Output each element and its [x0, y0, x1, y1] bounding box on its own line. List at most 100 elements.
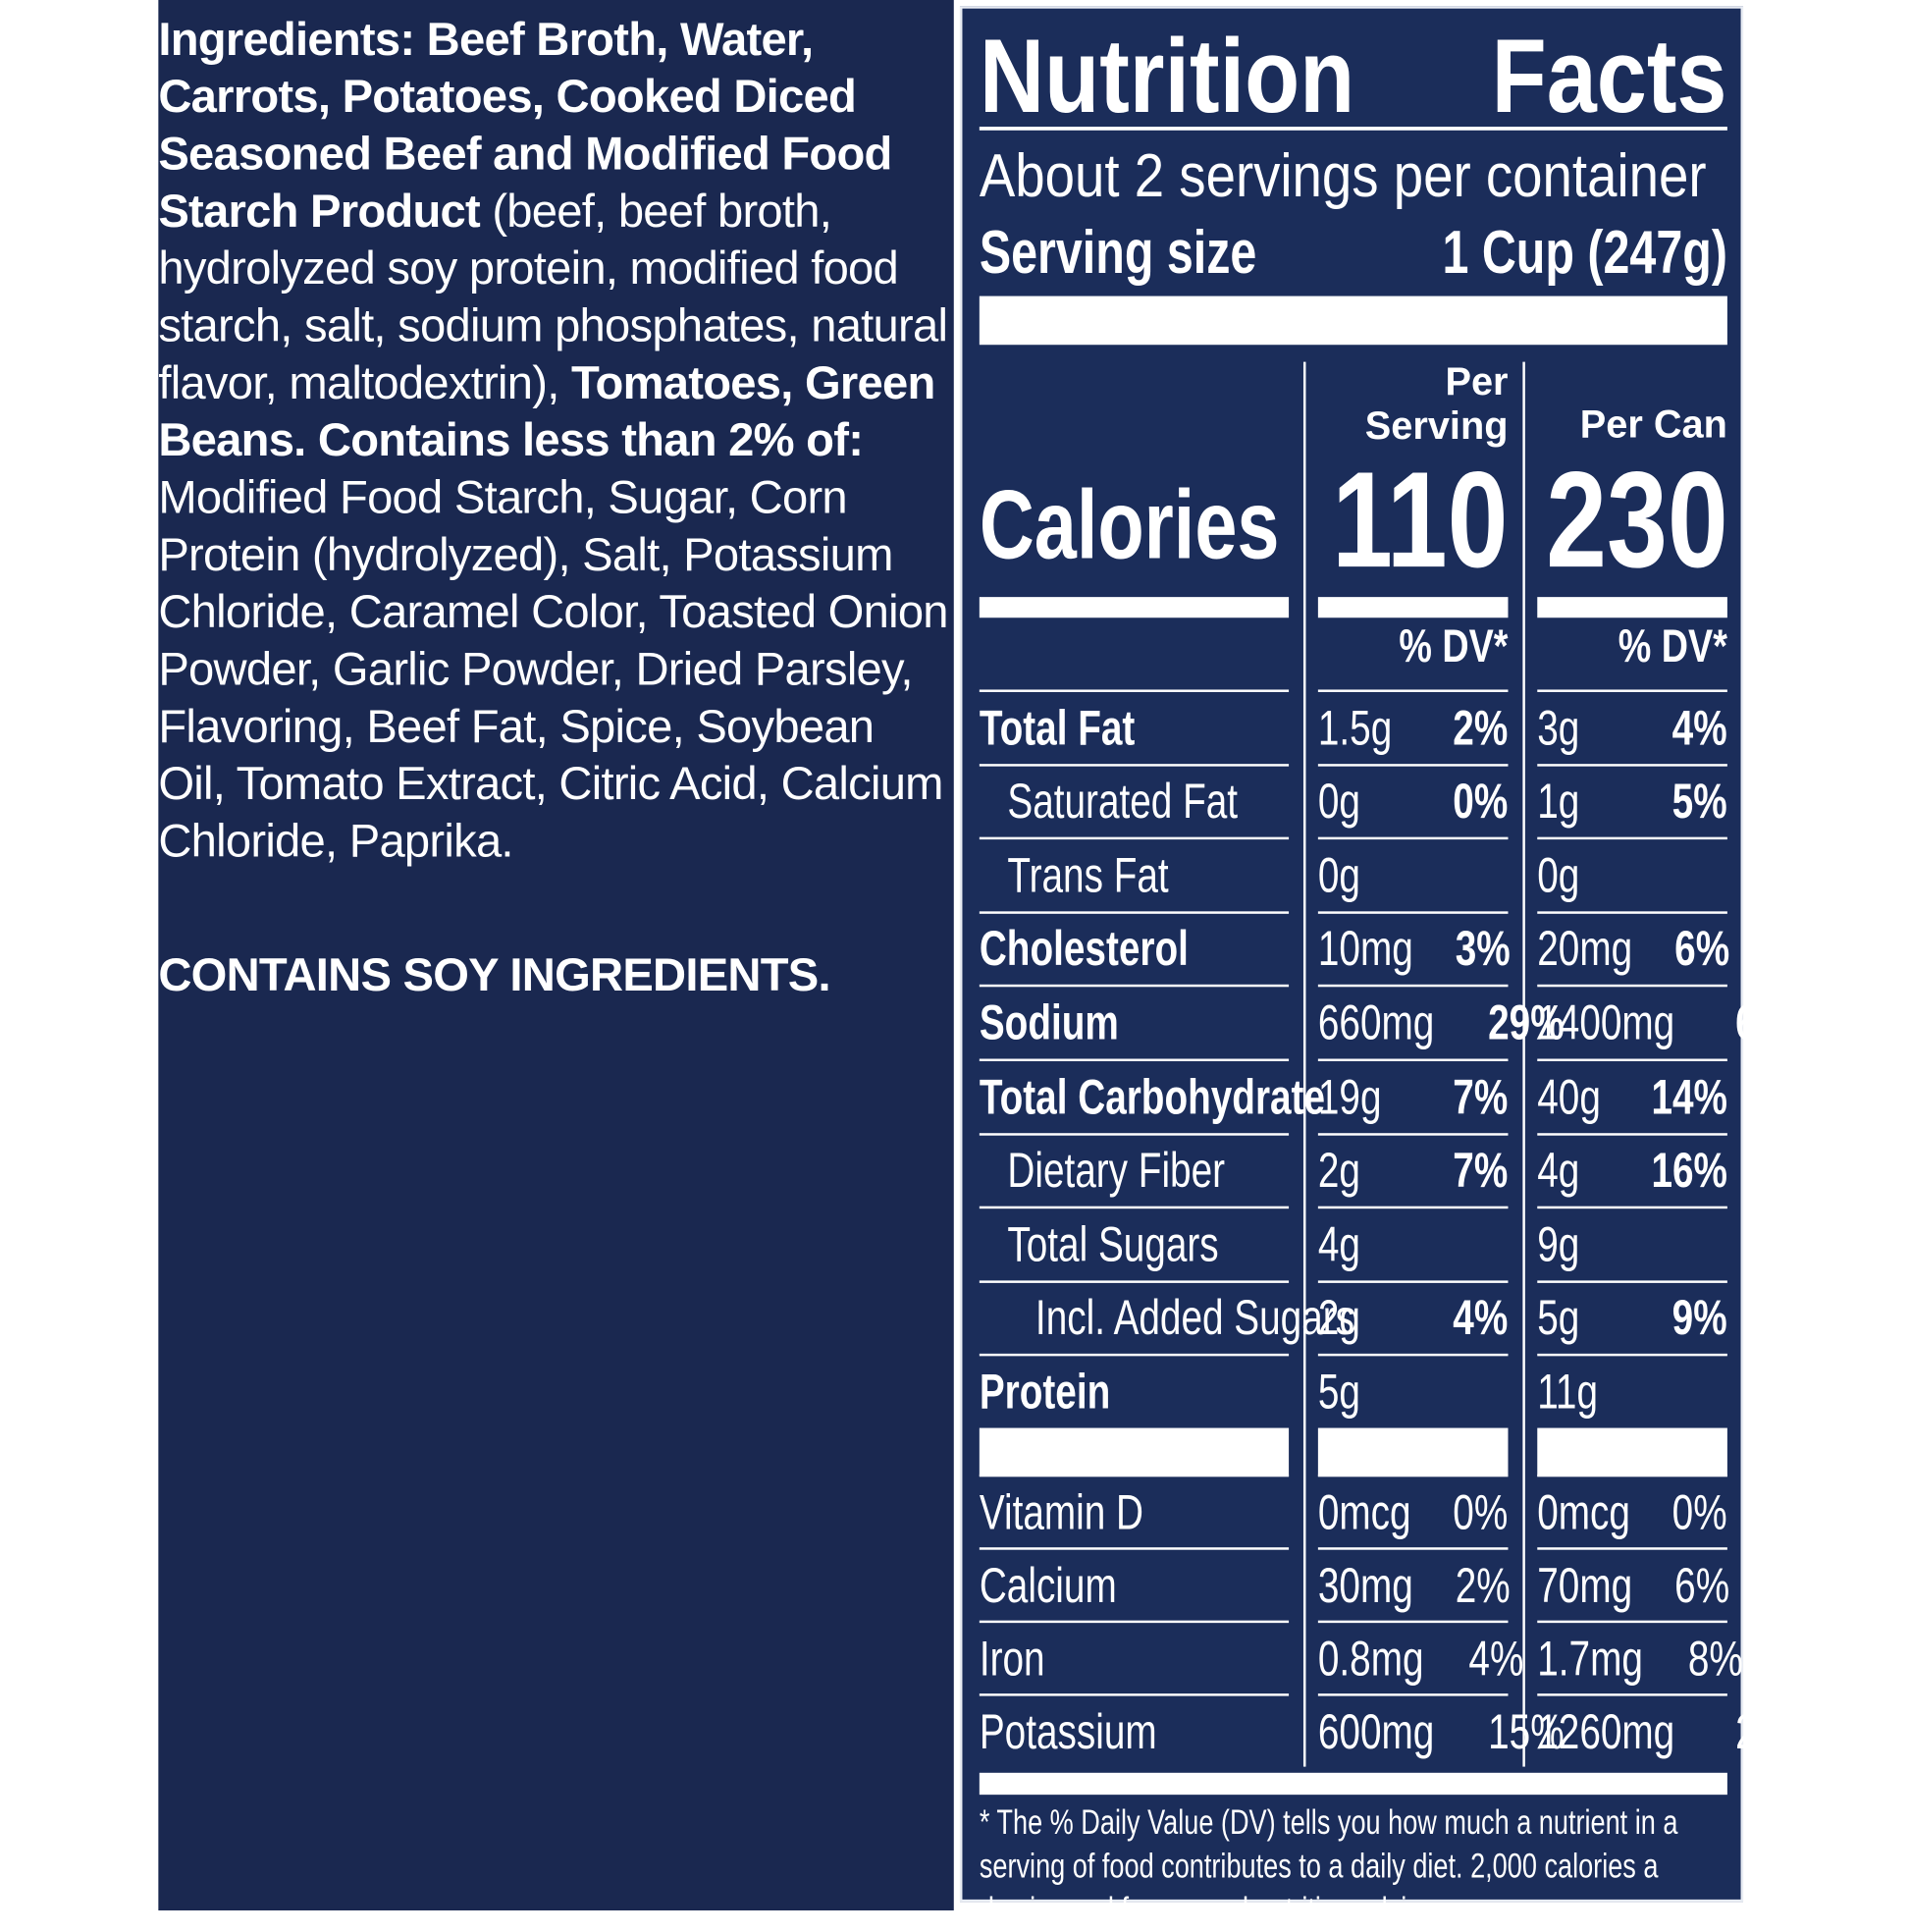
nutrient-name: Calcium	[980, 1550, 1289, 1623]
amount: 30mg	[1317, 1558, 1413, 1613]
rule	[979, 1772, 1727, 1796]
nutrient-label: Total Carbohydrate	[979, 1070, 1325, 1124]
rule	[1537, 1058, 1727, 1061]
amount: 2g	[1317, 1291, 1360, 1346]
nutrient-label: Incl. Added Sugars	[1035, 1291, 1354, 1346]
rule	[1537, 689, 1727, 692]
nutrient-name: Incl. Added Sugars	[1035, 1283, 1354, 1356]
amount: 9g	[1537, 1217, 1580, 1272]
daily-value: 61%	[1734, 996, 1812, 1050]
nutrient-cell: 4g	[1318, 1208, 1509, 1281]
rule	[979, 1280, 1290, 1283]
daily-value: 0%	[1453, 775, 1509, 830]
amount: 0mcg	[1317, 1485, 1411, 1540]
rule	[1317, 1693, 1509, 1696]
nutrient-cell: 1400mg 61%	[1537, 988, 1811, 1060]
rule	[1317, 1620, 1509, 1624]
rule	[1537, 985, 1727, 988]
rule	[979, 1693, 1290, 1696]
amount: 600mg	[1317, 1704, 1435, 1759]
rule	[1317, 985, 1509, 988]
nutrient-cell: 20mg 6%	[1537, 914, 1729, 987]
amount: 1.5g	[1317, 701, 1393, 755]
column-divider	[1522, 361, 1525, 1767]
ingredient-segment: Tomatoes, Green Beans. Contains less tha…	[158, 357, 935, 467]
nutrient-cell: 0mcg 0%	[1318, 1476, 1509, 1549]
nutrient-cell: 1g 5%	[1537, 766, 1727, 838]
nutrient-name: Cholesterol	[980, 914, 1289, 987]
daily-value: 14%	[1651, 1070, 1727, 1124]
rule	[979, 1354, 1290, 1357]
rule	[979, 1058, 1290, 1061]
nutrient-label: Cholesterol	[979, 922, 1189, 977]
nutrient-cell: 1260mg 25%	[1537, 1696, 1811, 1769]
daily-value: 3%	[1455, 922, 1511, 977]
rule	[1537, 1206, 1727, 1209]
calories-value: 110	[1332, 443, 1509, 596]
rule	[1317, 1206, 1509, 1209]
nutrient-label: Potassium	[979, 1704, 1157, 1759]
amount: 2g	[1317, 1144, 1360, 1199]
ingredients-panel	[158, 0, 954, 1911]
nutrient-cell: 1.5g 2%	[1318, 692, 1509, 765]
rule	[979, 1620, 1290, 1624]
nutrient-cell: 9g	[1537, 1208, 1727, 1281]
amount: 0g	[1317, 848, 1360, 903]
amount: 20mg	[1537, 922, 1633, 977]
amount: 0g	[1317, 775, 1360, 830]
rule	[1317, 1132, 1509, 1136]
nutrient-label: Sodium	[979, 996, 1119, 1050]
rule	[1537, 597, 1727, 618]
rule	[979, 1132, 1290, 1136]
nutrient-label: Total Fat	[979, 701, 1136, 755]
amount: 1.7mg	[1537, 1632, 1643, 1687]
nutrient-label: Iron	[979, 1632, 1045, 1687]
ingredient-segment: Modified Food Starch, Sugar, Corn Protei…	[158, 472, 948, 868]
daily-value: 8%	[1688, 1632, 1743, 1687]
nutrient-name: Vitamin D	[980, 1476, 1289, 1549]
title-word: Facts	[1492, 18, 1727, 135]
rule	[979, 127, 1727, 131]
rule	[979, 1474, 1290, 1477]
ingredient-segment: (beef, beef broth, hydrolyzed soy protei…	[158, 186, 948, 410]
rule	[1537, 1474, 1727, 1477]
servings: About 2 servings per container	[979, 140, 1707, 210]
amount: 5g	[1317, 1366, 1360, 1420]
nutrient-name: Protein	[980, 1357, 1289, 1429]
rule	[1317, 1474, 1509, 1477]
column-divider	[1302, 361, 1306, 1767]
column-header: Per Serving	[1364, 359, 1509, 448]
rule	[1317, 1427, 1509, 1477]
nutrient-label: Trans Fat	[1007, 848, 1169, 903]
daily-value: 2%	[1455, 1558, 1511, 1613]
nutrient-cell: 2g 7%	[1318, 1135, 1509, 1208]
nutrient-label: Saturated Fat	[1007, 775, 1239, 830]
rule	[979, 985, 1290, 988]
nutrient-name: Total Sugars	[1007, 1208, 1316, 1281]
nutrient-cell: 600mg 15%	[1317, 1696, 1565, 1769]
daily-value: 9%	[1671, 1291, 1727, 1346]
nutrient-name: Trans Fat	[1007, 839, 1316, 912]
nutrient-cell: 3g 4%	[1537, 692, 1727, 765]
rule	[1317, 911, 1509, 914]
rule	[979, 1206, 1290, 1209]
serving-size-value: 1 Cup (247g)	[1442, 218, 1727, 287]
daily-value: 4%	[1671, 701, 1727, 755]
calories-label: Calories	[979, 470, 1280, 579]
daily-value: 16%	[1651, 1144, 1727, 1199]
rule	[1537, 763, 1727, 767]
amount: 0mcg	[1537, 1485, 1630, 1540]
amount: 40g	[1537, 1070, 1601, 1124]
rule	[1317, 597, 1509, 618]
nutrient-cell: 0g	[1318, 839, 1509, 912]
rule	[1537, 1620, 1727, 1624]
daily-value: 4%	[1453, 1291, 1509, 1346]
nutrient-cell: 0mcg 0%	[1537, 1476, 1727, 1549]
rule	[1317, 763, 1509, 767]
rule	[1537, 1693, 1727, 1696]
amount: 1g	[1537, 775, 1580, 830]
rule	[979, 911, 1290, 914]
daily-value: 15%	[1488, 1704, 1565, 1759]
amount: 1260mg	[1537, 1704, 1675, 1759]
rule	[979, 1427, 1290, 1477]
